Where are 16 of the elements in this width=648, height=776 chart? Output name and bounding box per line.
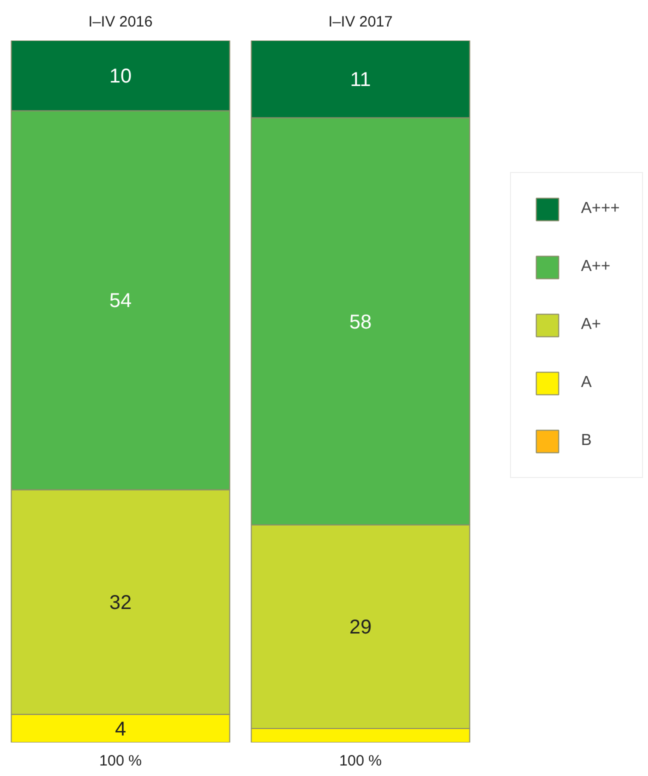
x-tick-label: I–IV 2016 <box>88 14 153 30</box>
data-label: 58 <box>349 311 372 334</box>
legend-label: A++ <box>581 258 610 276</box>
total-label: 100 % <box>339 752 382 770</box>
legend-label: A+ <box>581 316 602 334</box>
legend-label: A <box>581 374 593 392</box>
data-label: 10 <box>109 66 132 88</box>
data-label: 4 <box>114 718 126 740</box>
data-label: 54 <box>109 290 132 312</box>
x-tick-label: I–IV 2017 <box>328 14 393 30</box>
total-label: 100 % <box>99 752 142 770</box>
legend-label: B <box>581 432 593 450</box>
legend-label: A+++ <box>581 200 620 218</box>
data-label: 29 <box>349 616 372 639</box>
data-label: 11 <box>350 69 371 92</box>
data-label: 32 <box>109 592 132 614</box>
